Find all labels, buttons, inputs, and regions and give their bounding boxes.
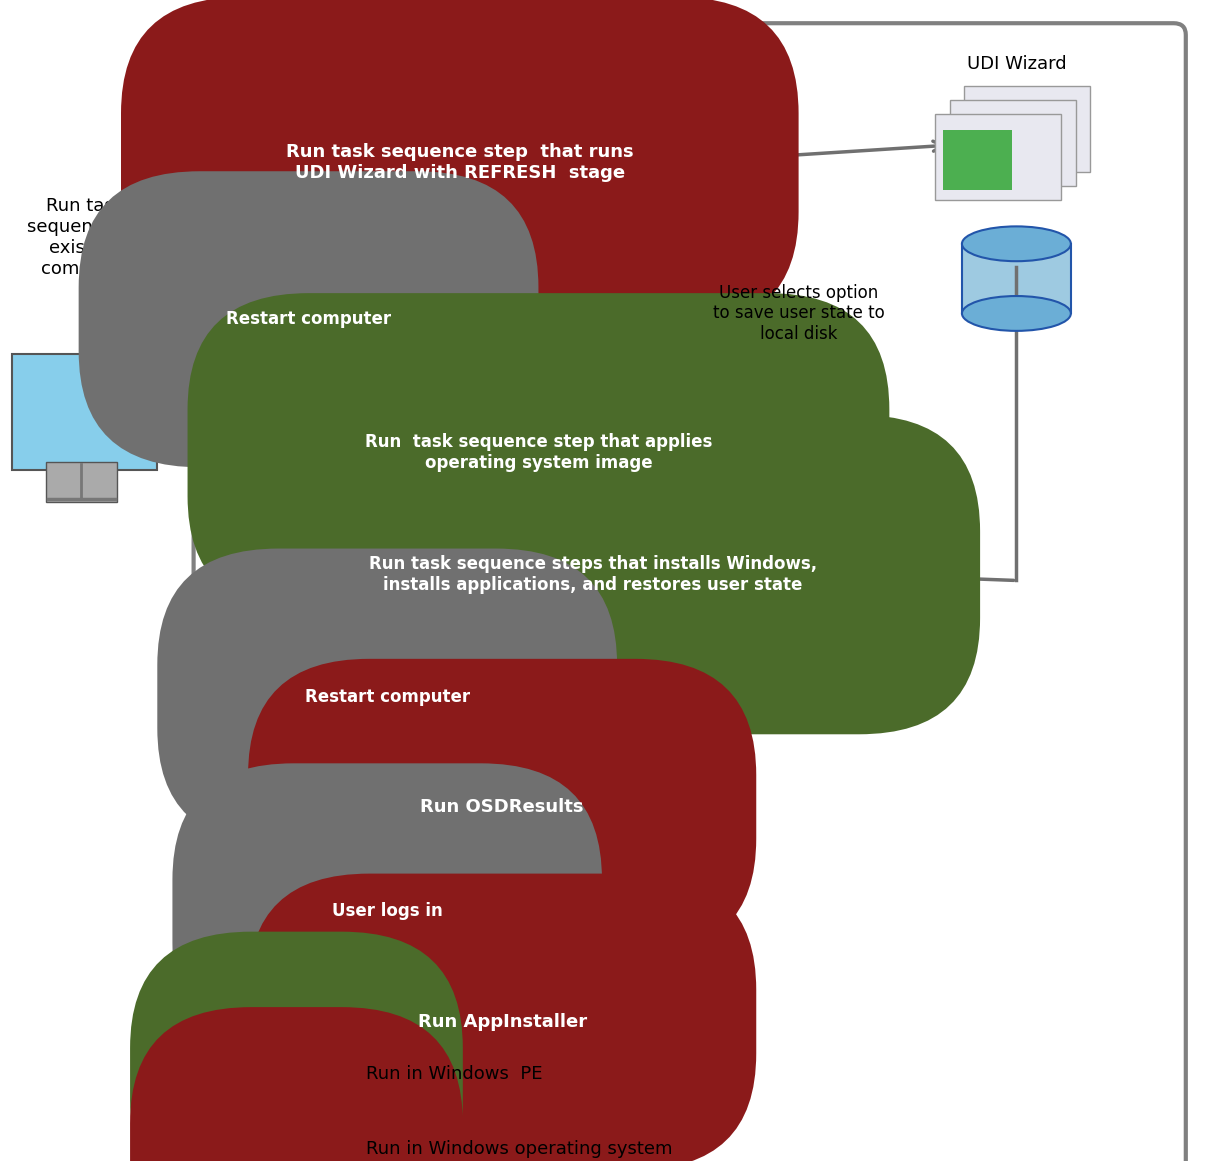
FancyBboxPatch shape [121, 0, 799, 327]
Text: Run task
sequence on
existing
computer: Run task sequence on existing computer [28, 197, 142, 277]
FancyBboxPatch shape [12, 354, 157, 470]
FancyBboxPatch shape [188, 293, 889, 612]
FancyBboxPatch shape [157, 548, 617, 844]
Ellipse shape [962, 296, 1071, 331]
FancyBboxPatch shape [943, 130, 1012, 190]
FancyBboxPatch shape [962, 244, 1071, 313]
FancyBboxPatch shape [950, 100, 1076, 186]
FancyBboxPatch shape [957, 116, 1026, 176]
FancyBboxPatch shape [206, 414, 980, 734]
Text: Run in Windows  PE: Run in Windows PE [365, 1065, 542, 1083]
Text: Run OSDResults: Run OSDResults [420, 798, 584, 816]
FancyBboxPatch shape [129, 931, 462, 1161]
Text: Restart computer: Restart computer [305, 687, 469, 706]
FancyBboxPatch shape [248, 873, 756, 1161]
Text: Run in Windows operating system: Run in Windows operating system [365, 1140, 673, 1159]
FancyBboxPatch shape [935, 114, 1061, 200]
Text: UDI Wizard: UDI Wizard [967, 55, 1066, 73]
FancyBboxPatch shape [79, 171, 538, 467]
Text: Run  task sequence step that applies
operating system image: Run task sequence step that applies oper… [364, 433, 713, 473]
Text: Run AppInstaller: Run AppInstaller [417, 1012, 587, 1031]
Text: Run task sequence step  that runs
UDI Wizard with REFRESH  stage: Run task sequence step that runs UDI Wiz… [286, 143, 634, 182]
Text: User selects option
to save user state to
local disk: User selects option to save user state t… [713, 283, 885, 344]
Text: User logs in: User logs in [332, 902, 443, 921]
FancyBboxPatch shape [194, 23, 1186, 1161]
FancyBboxPatch shape [964, 86, 1090, 172]
FancyBboxPatch shape [129, 1007, 462, 1161]
Ellipse shape [962, 226, 1071, 261]
FancyBboxPatch shape [46, 462, 117, 502]
FancyBboxPatch shape [172, 763, 601, 1059]
Text: Restart computer: Restart computer [226, 310, 391, 329]
FancyBboxPatch shape [972, 102, 1041, 163]
FancyBboxPatch shape [248, 658, 756, 954]
Text: Run task sequence steps that installs Windows,
installs applications, and restor: Run task sequence steps that installs Wi… [369, 555, 817, 594]
